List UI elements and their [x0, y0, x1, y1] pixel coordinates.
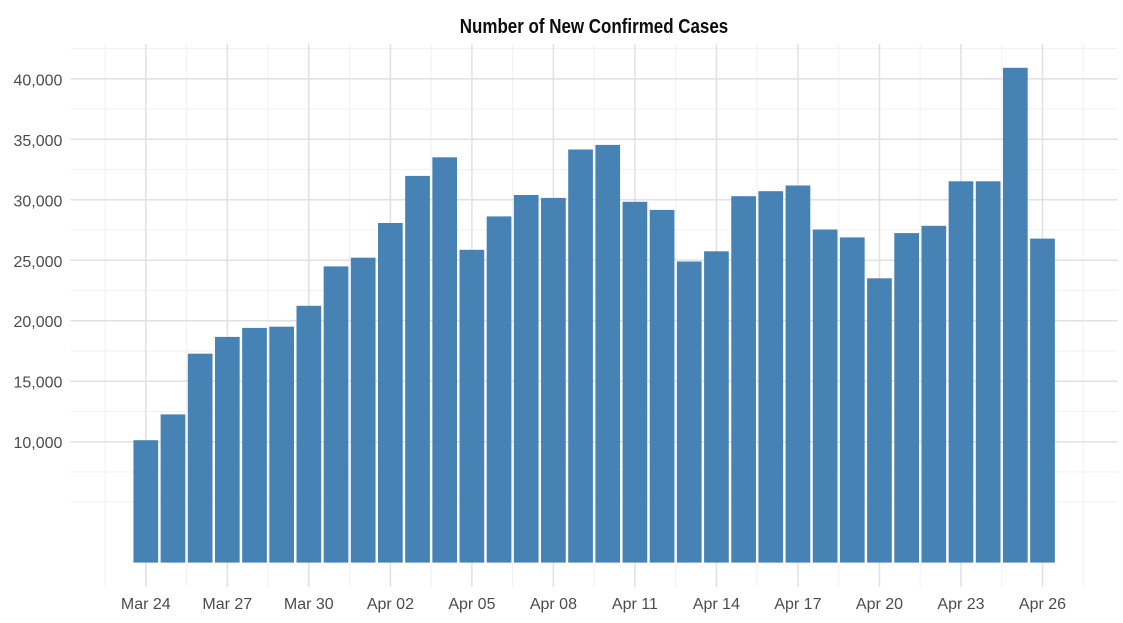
svg-text:25,000: 25,000 — [13, 254, 62, 271]
svg-text:Mar 27: Mar 27 — [202, 596, 252, 613]
svg-text:Apr 26: Apr 26 — [1019, 596, 1066, 613]
svg-text:35,000: 35,000 — [13, 133, 62, 150]
svg-text:Apr 17: Apr 17 — [774, 596, 821, 613]
svg-text:15,000: 15,000 — [13, 375, 62, 392]
svg-text:Apr 23: Apr 23 — [937, 596, 984, 613]
svg-text:Apr 05: Apr 05 — [448, 596, 495, 613]
svg-text:40,000: 40,000 — [13, 72, 62, 89]
svg-text:20,000: 20,000 — [13, 314, 62, 331]
svg-text:Number of New Confirmed Cases: Number of New Confirmed Cases — [460, 15, 728, 38]
svg-text:10,000: 10,000 — [13, 435, 62, 452]
svg-text:Apr 08: Apr 08 — [530, 596, 577, 613]
svg-text:Mar 30: Mar 30 — [284, 596, 334, 613]
svg-text:Apr 20: Apr 20 — [856, 596, 903, 613]
svg-text:Mar 24: Mar 24 — [121, 596, 171, 613]
svg-text:30,000: 30,000 — [13, 193, 62, 210]
svg-text:Apr 02: Apr 02 — [367, 596, 414, 613]
svg-text:Apr 11: Apr 11 — [612, 596, 658, 613]
svg-text:Apr 14: Apr 14 — [693, 596, 740, 613]
